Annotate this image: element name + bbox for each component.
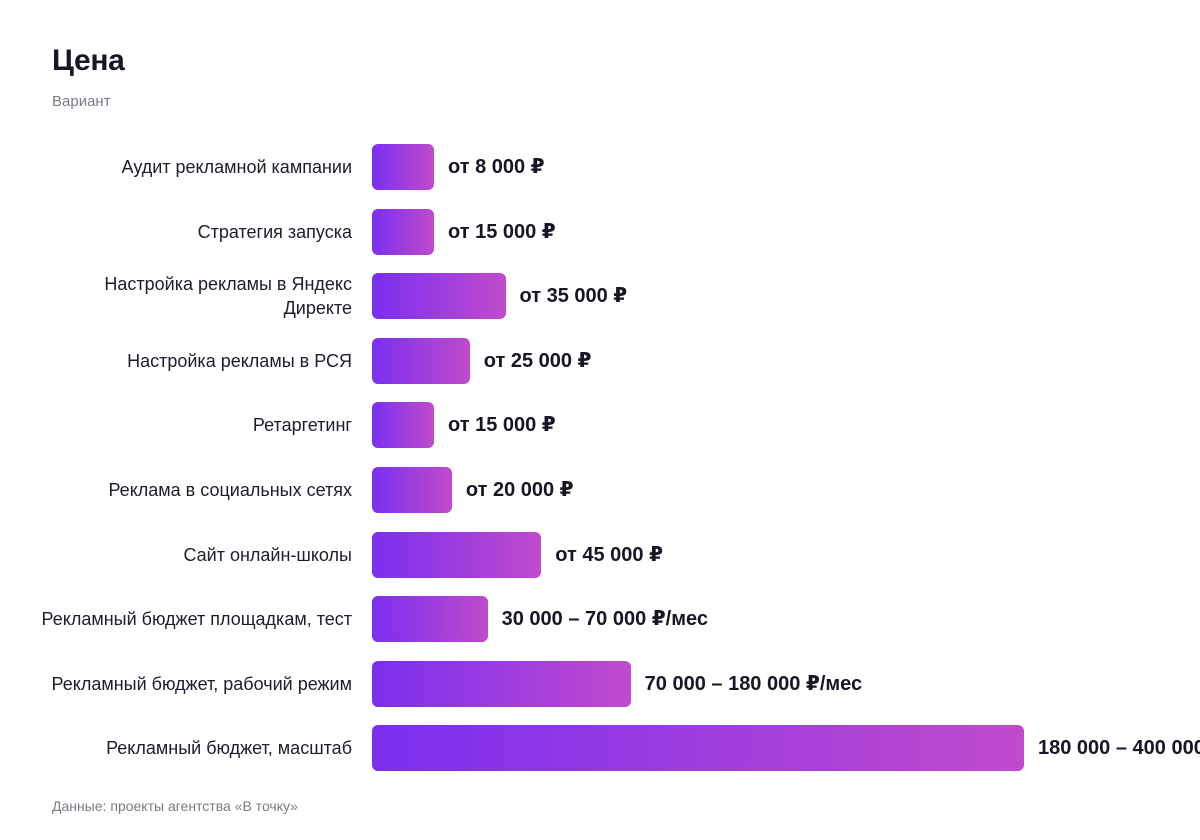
value-label: от 15 000 ₽	[448, 220, 556, 243]
category-label: Сайт онлайн-школы	[183, 544, 352, 565]
value-label: от 20 000 ₽	[465, 479, 574, 501]
category-label: Настройка рекламы в РСЯ	[127, 350, 352, 371]
bar	[372, 596, 488, 643]
value-label: 70 000 – 180 000 ₽/мес	[644, 672, 863, 695]
category-label: Рекламный бюджет площадкам, тест	[41, 609, 352, 630]
value-label: от 45 000 ₽	[555, 543, 663, 566]
category-label: Аудит рекламной кампании	[121, 157, 352, 177]
value-label: 30 000 – 70 000 ₽/мес	[501, 608, 709, 631]
category-label: Стратегия запуска	[197, 221, 352, 242]
bar	[372, 144, 434, 190]
category-label: Реклама в социальных сетях	[108, 480, 352, 500]
bar	[372, 208, 434, 255]
bar	[372, 660, 631, 707]
category-label: Ретаргетинг	[252, 415, 352, 436]
bar	[372, 402, 434, 449]
value-label: от 8 000 ₽	[448, 156, 545, 178]
value-label: 180 000 – 400 000 ₽/мес	[1038, 737, 1200, 760]
bar	[372, 467, 452, 513]
value-label: от 25 000 ₽	[483, 349, 592, 372]
category-label: Настройка рекламы в Яндекс Директе	[104, 274, 352, 319]
data-source-note: Данные: проекты агентства «В точку»	[52, 798, 298, 814]
chart-subtitle: Вариант	[52, 93, 111, 110]
value-label: от 15 000 ₽	[448, 414, 556, 437]
category-label: Рекламный бюджет, масштаб	[106, 738, 352, 759]
category-label: Рекламный бюджет, рабочий режим	[51, 673, 352, 694]
chart-title: Цена	[52, 44, 125, 77]
bar	[372, 273, 506, 320]
bar	[372, 337, 470, 384]
bar	[372, 725, 1024, 772]
bar	[372, 531, 542, 578]
value-label: от 35 000 ₽	[519, 285, 628, 308]
